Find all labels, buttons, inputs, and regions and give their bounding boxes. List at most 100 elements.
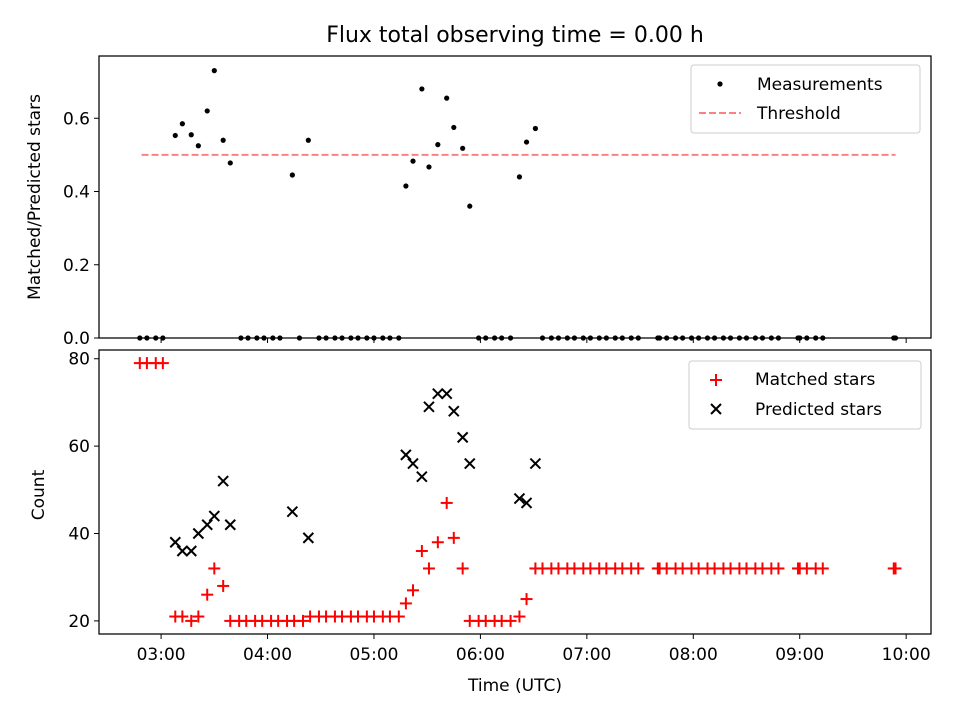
matched-star-point <box>632 562 645 575</box>
legend-matched-label: Matched stars <box>755 370 875 390</box>
legend-predicted-marker <box>710 403 722 415</box>
bottom-y-tick-label: 60 <box>68 437 90 457</box>
x-tick-label: 05:00 <box>349 645 398 665</box>
top-legend: Measurements Threshold <box>690 64 921 134</box>
bottom-y-tick-label: 40 <box>68 525 90 545</box>
predicted-star-point <box>448 405 460 417</box>
top-y-ticks: 0.0 0.2 0.4 0.6 <box>63 109 99 349</box>
measurement-point <box>451 124 457 131</box>
measurement-point <box>467 203 473 209</box>
predicted-star-point <box>520 497 533 509</box>
measurement-point <box>523 139 530 145</box>
bottom-y-ticks: 20 40 60 80 <box>68 350 99 632</box>
measurement-point <box>516 174 523 180</box>
predicted-star-point <box>185 545 197 557</box>
x-axis-label: Time (UTC) <box>467 676 562 696</box>
bottom-plot-area <box>133 357 902 627</box>
bottom-y-axis-label: Count <box>29 469 49 520</box>
matched-star-point <box>520 593 533 606</box>
top-axes-frame <box>98 55 932 339</box>
top-y-axis-label: Matched/Predicted stars <box>25 94 45 300</box>
matched-star-point <box>889 562 902 575</box>
legend-predicted-label: Predicted stars <box>755 400 882 420</box>
predicted-star-point <box>224 519 236 531</box>
measurement-point <box>403 183 409 189</box>
measurement-point <box>426 164 432 170</box>
top-legend-box <box>690 64 921 134</box>
measurement-point <box>188 132 194 138</box>
predicted-star-point <box>407 457 419 470</box>
measurement-point <box>204 108 210 114</box>
x-tick-label: 07:00 <box>562 645 611 665</box>
matched-star-point <box>440 496 453 509</box>
measurement-point <box>179 121 185 127</box>
predicted-star-point <box>201 519 213 531</box>
measurement-point <box>435 142 441 148</box>
bottom-x-ticks: 03:00 04:00 05:00 06:00 07:00 08:00 09:00 10:00 <box>137 634 931 665</box>
matched-star-point <box>176 610 189 623</box>
matched-star-point <box>399 597 412 610</box>
predicted-star-point <box>440 387 453 400</box>
legend-threshold-label: Threshold <box>756 104 841 124</box>
predicted-star-point <box>529 457 542 470</box>
matched-star-point <box>816 562 829 575</box>
x-tick-label: 04:00 <box>243 645 292 665</box>
measurement-point <box>460 145 466 151</box>
predicted-star-point <box>176 545 189 557</box>
legend-measurements-marker <box>717 81 723 87</box>
predicted-star-point <box>464 457 476 470</box>
chart-title: Flux total observing time = 0.00 h <box>326 23 704 48</box>
matched-star-point <box>392 610 405 623</box>
matched-star-point <box>772 562 785 575</box>
measurement-point <box>172 132 178 139</box>
top-panel: Matched/Predicted stars 0.0 0.2 0.4 0.6 Mea… <box>25 55 932 349</box>
matched-star-point <box>201 588 214 601</box>
matched-star-point <box>185 614 198 627</box>
top-y-tick-label: 0.2 <box>63 256 90 276</box>
x-tick-label: 09:00 <box>775 645 824 665</box>
measurement-point <box>211 68 217 74</box>
predicted-star-point <box>302 532 315 544</box>
matched-star-point <box>431 536 444 549</box>
matched-star-point <box>156 357 169 370</box>
predicted-star-point <box>169 536 181 548</box>
bottom-y-tick-label: 80 <box>68 350 90 370</box>
x-tick-label: 10:00 <box>882 645 931 665</box>
measurement-point <box>305 137 311 143</box>
matched-star-point <box>208 562 221 575</box>
predicted-star-point <box>513 492 526 505</box>
x-tick-label: 08:00 <box>669 645 718 665</box>
measurement-point <box>444 95 450 101</box>
predicted-star-point <box>432 387 444 400</box>
measurement-point <box>289 172 295 178</box>
predicted-star-point <box>423 401 435 413</box>
predicted-star-point <box>217 475 229 487</box>
bottom-legend: Matched stars Predicted stars <box>688 360 922 430</box>
predicted-star-point <box>192 527 205 540</box>
measurement-point <box>410 158 416 164</box>
bottom-legend-box <box>688 360 922 430</box>
top-y-tick-label: 0.0 <box>63 329 90 349</box>
matched-star-point <box>504 614 517 627</box>
matched-star-point <box>406 584 419 597</box>
top-y-tick-label: 0.6 <box>63 109 90 129</box>
predicted-star-point <box>286 505 299 518</box>
top-y-tick-label: 0.4 <box>63 183 90 203</box>
measurement-point <box>532 125 539 132</box>
matched-star-point <box>447 531 460 544</box>
matched-star-point <box>217 579 230 592</box>
bottom-y-tick-label: 20 <box>68 612 90 632</box>
matched-star-point <box>456 562 469 575</box>
matched-star-point <box>415 544 428 557</box>
bottom-panel: Count Time (UTC) 20 40 60 80 03:00 04:00 05:0… <box>29 349 932 696</box>
bottom-axes-frame <box>98 349 932 635</box>
legend-matched-marker <box>710 374 722 386</box>
predicted-star-point <box>208 510 221 522</box>
measurement-point <box>419 86 425 92</box>
matched-star-point <box>513 610 526 623</box>
legend-measurements-label: Measurements <box>757 75 883 95</box>
matched-star-point <box>192 610 205 623</box>
x-tick-label: 06:00 <box>456 645 505 665</box>
predicted-star-point <box>400 449 412 461</box>
